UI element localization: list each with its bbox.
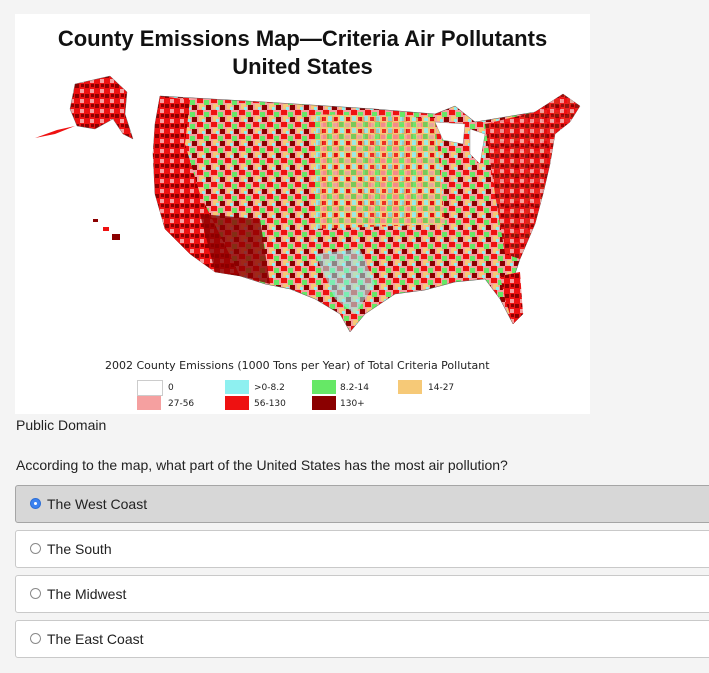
option-midwest[interactable]: The Midwest [15, 575, 709, 613]
emissions-map-image: County Emissions Map—Criteria Air Pollut… [15, 14, 590, 414]
option-east-coast[interactable]: The East Coast [15, 620, 709, 658]
legend-label-0: 0 [168, 383, 174, 393]
legend-label-2: 8.2-14 [340, 383, 370, 393]
legend-label-6: 130+ [340, 399, 365, 409]
florida-region [500, 272, 523, 324]
legend-swatch-2 [312, 380, 336, 394]
option-label: The West Coast [47, 496, 148, 512]
map-title-line-1: County Emissions Map—Criteria Air Pollut… [57, 26, 548, 51]
image-caption: Public Domain [16, 417, 107, 433]
east-coast-region [485, 94, 580, 259]
legend-label-5: 56-130 [254, 399, 286, 409]
radio-icon[interactable] [30, 633, 41, 644]
option-label: The East Coast [47, 631, 144, 647]
alaska-region [69, 75, 134, 140]
option-label: The Midwest [47, 586, 127, 602]
option-west-coast[interactable]: The West Coast [15, 485, 709, 523]
legend-label-4: 27-56 [168, 399, 195, 409]
radio-icon[interactable] [30, 543, 41, 554]
alaska-peninsula [35, 126, 75, 138]
west-coast-region [153, 96, 240, 276]
legend-swatch-0 [137, 380, 163, 396]
hawaii-region [93, 219, 120, 240]
legend-swatch-5 [225, 396, 249, 410]
great-lakes [434, 121, 486, 165]
question-text: According to the map, what part of the U… [16, 457, 508, 473]
legend-swatch-6 [312, 396, 336, 410]
map-title-line-2: United States [232, 54, 373, 79]
southwest-region [200, 214, 270, 284]
legend-label-3: 14-27 [428, 383, 455, 393]
midwest-region [315, 114, 445, 229]
option-label: The South [47, 541, 112, 557]
legend-title: 2002 County Emissions (1000 Tons per Yea… [105, 359, 490, 372]
radio-icon[interactable] [30, 588, 41, 599]
legend-swatch-1 [225, 380, 249, 394]
texas-region [315, 249, 375, 314]
radio-selected-icon[interactable] [30, 498, 41, 509]
legend-label-1: >0-8.2 [254, 383, 285, 393]
legend-swatch-3 [398, 380, 422, 394]
legend-swatch-4 [137, 396, 161, 410]
us-county-map [35, 75, 581, 333]
option-south[interactable]: The South [15, 530, 709, 568]
